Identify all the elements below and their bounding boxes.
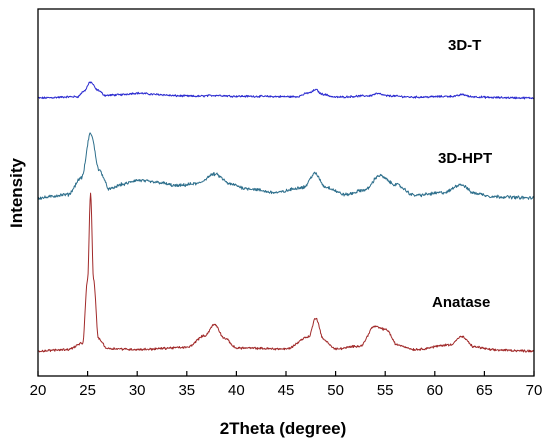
x-axis-tick-labels: 20 25 30 35 40 45 50 55 60 65 70: [30, 382, 543, 399]
x-axis-ticks: [37, 371, 535, 376]
plot-lines: [37, 81, 535, 353]
x-tick-label: 60: [426, 382, 443, 399]
x-tick-label: 25: [79, 382, 96, 399]
x-tick-label: 65: [476, 382, 493, 399]
x-tick-label: 30: [129, 382, 146, 399]
label-3d-hpt: 3D-HPT: [438, 150, 492, 167]
x-axis-title: 2Theta (degree): [220, 419, 347, 438]
x-tick-label: 20: [30, 382, 47, 399]
x-tick-label: 50: [327, 382, 344, 399]
x-tick-label: 70: [526, 382, 543, 399]
series-line-anatase: [37, 192, 535, 353]
x-tick-label: 55: [377, 382, 394, 399]
label-3d-t: 3D-T: [448, 37, 481, 54]
y-axis-title: Intensity: [7, 158, 26, 228]
x-tick-label: 45: [278, 382, 295, 399]
series-labels: 3D-T 3D-HPT Anatase: [432, 37, 492, 311]
series-line-3d-t: [37, 81, 534, 100]
x-tick-label: 35: [178, 382, 195, 399]
label-anatase: Anatase: [432, 294, 490, 311]
series-line-3d-hpt: [37, 132, 535, 200]
plot-frame: [37, 8, 535, 377]
x-tick-label: 40: [228, 382, 245, 399]
